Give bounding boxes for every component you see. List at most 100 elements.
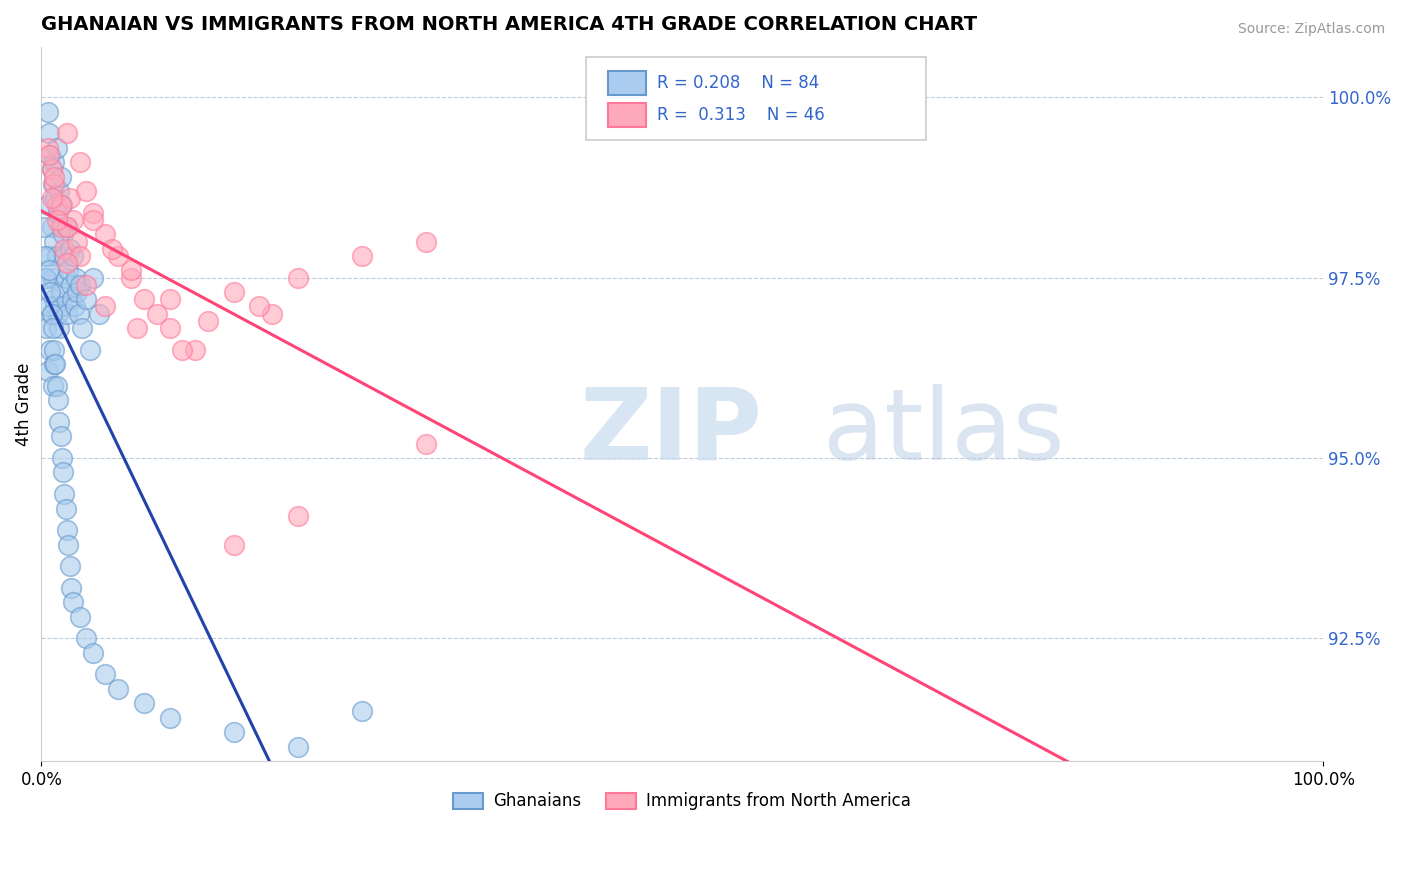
Point xyxy=(44,300,66,314)
Point xyxy=(44,357,66,371)
Point xyxy=(49,429,72,443)
Point xyxy=(42,379,65,393)
Point xyxy=(53,249,76,263)
Point xyxy=(75,632,97,646)
Point xyxy=(75,292,97,306)
Point xyxy=(287,270,309,285)
Point xyxy=(41,191,63,205)
Point xyxy=(59,277,82,292)
Point xyxy=(41,220,63,235)
Point xyxy=(75,277,97,292)
Point xyxy=(44,343,66,357)
Text: atlas: atlas xyxy=(824,384,1064,481)
Point xyxy=(37,364,59,378)
Point xyxy=(38,126,60,140)
Point xyxy=(82,270,104,285)
Point xyxy=(41,162,63,177)
Point xyxy=(44,155,66,169)
Point xyxy=(350,249,373,263)
Point xyxy=(62,595,84,609)
Point xyxy=(51,300,73,314)
Point xyxy=(37,141,59,155)
Point xyxy=(49,198,72,212)
Point xyxy=(55,270,77,285)
Text: Source: ZipAtlas.com: Source: ZipAtlas.com xyxy=(1237,22,1385,37)
Point xyxy=(56,126,79,140)
Point xyxy=(49,169,72,184)
Point xyxy=(49,220,72,235)
Point xyxy=(67,307,90,321)
Point xyxy=(72,321,94,335)
Point xyxy=(56,307,79,321)
Point xyxy=(82,205,104,219)
Point xyxy=(37,104,59,119)
Text: R =  0.313    N = 46: R = 0.313 N = 46 xyxy=(657,106,824,124)
FancyBboxPatch shape xyxy=(586,57,925,139)
Point xyxy=(87,307,110,321)
Point xyxy=(52,466,75,480)
Point xyxy=(41,162,63,177)
Point xyxy=(51,450,73,465)
Bar xyxy=(607,103,647,127)
Point xyxy=(38,249,60,263)
Point xyxy=(159,321,181,335)
Point xyxy=(247,300,270,314)
Point xyxy=(41,307,63,321)
Y-axis label: 4th Grade: 4th Grade xyxy=(15,362,32,446)
Point xyxy=(48,184,70,198)
Point xyxy=(38,148,60,162)
Point xyxy=(39,343,62,357)
Point xyxy=(56,220,79,235)
Point xyxy=(82,212,104,227)
Point xyxy=(222,725,245,739)
Point xyxy=(58,559,80,574)
Point xyxy=(53,242,76,256)
Point xyxy=(82,646,104,660)
Point xyxy=(75,184,97,198)
Point xyxy=(37,198,59,212)
Text: ZIP: ZIP xyxy=(579,384,762,481)
Point xyxy=(56,256,79,270)
Point xyxy=(46,393,69,408)
Point xyxy=(69,155,91,169)
Point xyxy=(45,379,67,393)
Legend: Ghanaians, Immigrants from North America: Ghanaians, Immigrants from North America xyxy=(447,786,918,817)
Point xyxy=(42,270,65,285)
Point xyxy=(34,270,56,285)
Point xyxy=(415,436,437,450)
Point xyxy=(41,307,63,321)
Point xyxy=(59,581,82,595)
Point xyxy=(159,292,181,306)
Point xyxy=(45,141,67,155)
Point xyxy=(132,697,155,711)
Point xyxy=(58,242,80,256)
Point xyxy=(287,508,309,523)
Point xyxy=(287,739,309,754)
Point xyxy=(79,343,101,357)
Point xyxy=(120,270,142,285)
Point xyxy=(69,277,91,292)
Point xyxy=(48,321,70,335)
Point xyxy=(222,538,245,552)
Point xyxy=(56,220,79,235)
Point xyxy=(66,235,89,249)
Point xyxy=(45,249,67,263)
Point xyxy=(44,357,66,371)
Point xyxy=(127,321,149,335)
Point xyxy=(39,148,62,162)
Point xyxy=(159,711,181,725)
Point xyxy=(46,205,69,219)
Point xyxy=(55,501,77,516)
Point xyxy=(44,235,66,249)
Point xyxy=(42,321,65,335)
Point xyxy=(58,263,80,277)
Point xyxy=(62,212,84,227)
Point xyxy=(60,292,83,306)
Bar xyxy=(607,71,647,95)
Point xyxy=(184,343,207,357)
Point xyxy=(44,177,66,191)
Point xyxy=(107,249,129,263)
Point xyxy=(45,212,67,227)
Point xyxy=(52,227,75,242)
Point xyxy=(172,343,194,357)
